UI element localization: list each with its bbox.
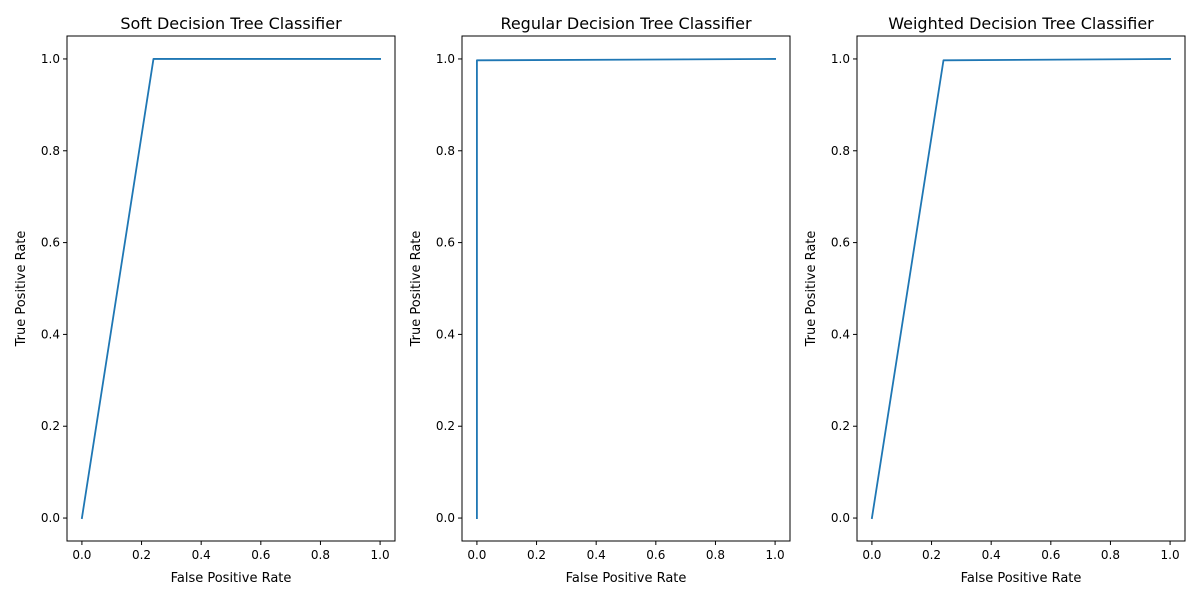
y-tick-label: 0.6 — [41, 236, 60, 250]
y-tick-label: 0.0 — [831, 511, 850, 525]
x-tick-label: 0.6 — [646, 548, 665, 562]
x-tick-label: 1.0 — [766, 548, 785, 562]
x-axis-label: False Positive Rate — [566, 571, 687, 586]
subplot-title: Regular Decision Tree Classifier — [500, 14, 752, 33]
plot-frame — [66, 35, 396, 542]
x-tick-label: 0.8 — [311, 548, 330, 562]
y-tick-label: 0.0 — [436, 511, 455, 525]
subplot-title: Weighted Decision Tree Classifier — [888, 14, 1154, 33]
x-tick-label: 0.4 — [587, 548, 606, 562]
roc-curve-line — [476, 58, 776, 519]
subplot-1: 0.0 0.2 0.4 0.6 0.8 1.0 0.0 0.2 0.4 0.6 0.8 1.0 Soft… — [14, 14, 396, 586]
y-tick-label: 0.6 — [436, 236, 455, 250]
y-tick-label: 0.2 — [436, 419, 455, 433]
y-tick-label: 0.6 — [831, 236, 850, 250]
x-tick-label: 0.6 — [251, 548, 270, 562]
plot-frame — [856, 35, 1186, 542]
subplot-3: 0.0 0.2 0.4 0.6 0.8 1.0 0.0 0.2 0.4 0.6 0.8 1.0 Weig… — [804, 14, 1186, 586]
y-axis-label: True Positive Rate — [409, 231, 424, 348]
x-tick-label: 1.0 — [1161, 548, 1180, 562]
x-tick-label: 1.0 — [371, 548, 390, 562]
roc-curve-line — [870, 58, 1171, 520]
y-tick-label: 0.2 — [831, 419, 850, 433]
y-tick-label: 0.8 — [831, 144, 850, 158]
subplot-title: Soft Decision Tree Classifier — [120, 14, 342, 33]
x-axis-label: False Positive Rate — [961, 571, 1082, 586]
x-tick-label: 0.0 — [862, 548, 881, 562]
x-tick-label: 0.2 — [527, 548, 546, 562]
roc-curve-line — [80, 58, 381, 520]
y-axis-label: True Positive Rate — [14, 231, 29, 348]
y-tick-label: 0.4 — [831, 327, 850, 341]
y-tick-label: 0.8 — [436, 144, 455, 158]
y-tick-label: 0.4 — [41, 327, 60, 341]
subplot-2: 0.0 0.2 0.4 0.6 0.8 1.0 0.0 0.2 0.4 0.6 0.8 1.0 Regu… — [409, 14, 791, 586]
y-tick-label: 0.4 — [436, 327, 455, 341]
y-tick-label: 1.0 — [831, 52, 850, 66]
x-tick-label: 0.2 — [132, 548, 151, 562]
x-tick-label: 0.6 — [1041, 548, 1060, 562]
y-tick-label: 0.8 — [41, 144, 60, 158]
x-tick-label: 0.4 — [982, 548, 1001, 562]
plot-frame — [461, 35, 791, 542]
x-tick-label: 0.8 — [706, 548, 725, 562]
y-tick-label: 0.2 — [41, 419, 60, 433]
x-tick-label: 0.4 — [192, 548, 211, 562]
x-tick-label: 0.0 — [467, 548, 486, 562]
x-axis-label: False Positive Rate — [171, 571, 292, 586]
y-tick-label: 1.0 — [41, 52, 60, 66]
y-axis-label: True Positive Rate — [804, 231, 819, 348]
x-tick-label: 0.2 — [922, 548, 941, 562]
y-tick-label: 1.0 — [436, 52, 455, 66]
x-tick-label: 0.0 — [72, 548, 91, 562]
x-tick-label: 0.8 — [1101, 548, 1120, 562]
y-tick-label: 0.0 — [41, 511, 60, 525]
